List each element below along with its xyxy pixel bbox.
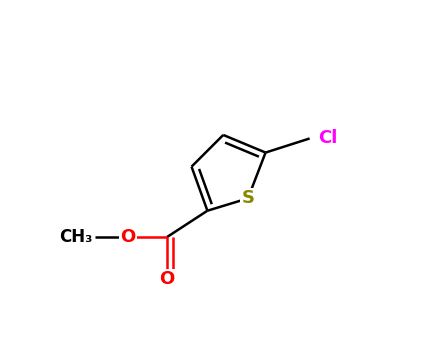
Text: O: O — [120, 228, 136, 246]
Text: CH₃: CH₃ — [59, 228, 93, 246]
Text: Cl: Cl — [319, 130, 338, 147]
Text: S: S — [241, 189, 254, 207]
Text: O: O — [159, 270, 175, 289]
